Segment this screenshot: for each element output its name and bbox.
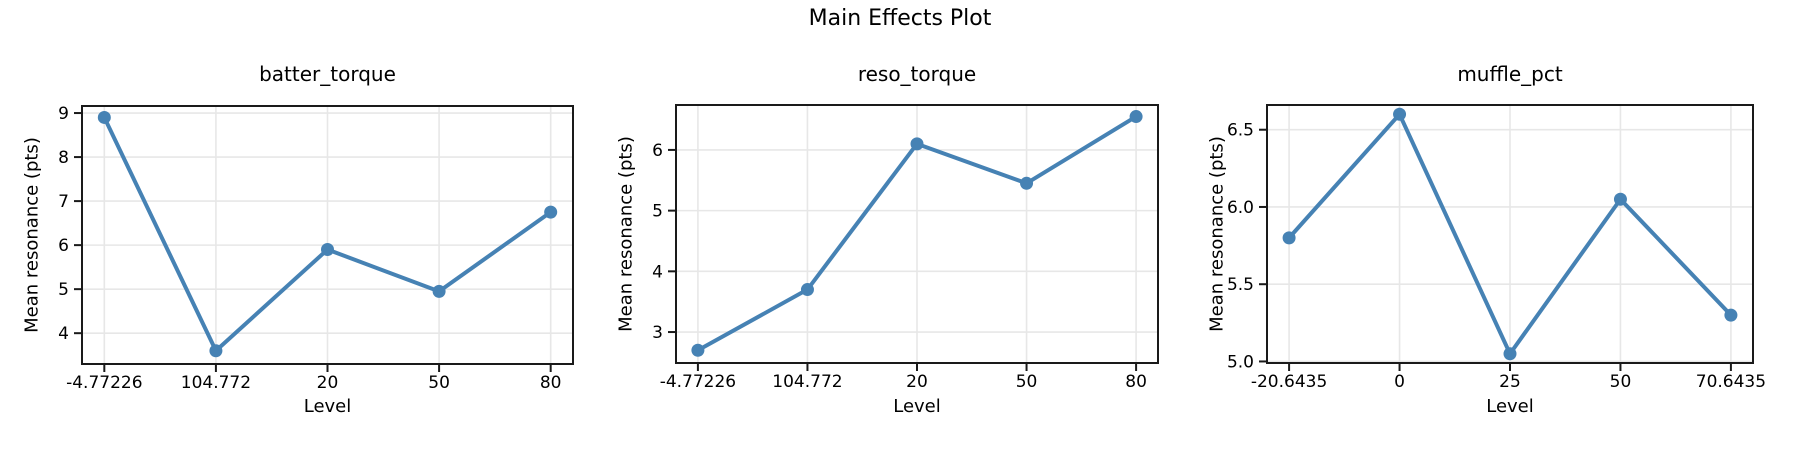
x-tick-label: 20 [317,373,339,393]
figure-title: Main Effects Plot [808,6,992,31]
x-tick-label: 50 [428,373,450,393]
data-point-marker [1613,192,1627,206]
x-tick-label: 20 [906,372,928,392]
data-point-marker [544,205,558,219]
y-tick-label: 6.5 [1227,121,1254,141]
y-tick-label: 4 [58,324,69,344]
panel-title-muffle-pct: muffle_pct [1457,62,1563,86]
y-axis-label: Mean resonance (pts) [1206,136,1228,332]
y-tick-label: 5.5 [1227,275,1254,295]
x-axis-label: Level [893,396,941,417]
data-point-marker [800,283,814,297]
y-axis-label: Mean resonance (pts) [615,136,637,332]
x-tick-label: -4.77226 [66,373,142,393]
data-point-marker [1724,308,1738,322]
x-tick-label: 104.772 [181,373,251,393]
data-point-marker [432,284,446,298]
y-tick-label: 5 [58,280,69,300]
data-point-marker [1020,176,1034,190]
x-tick-label: 104.772 [772,372,842,392]
x-axis-label: Level [303,396,352,417]
y-tick-label: 5.0 [1227,352,1254,372]
panel-title-batter-torque: batter_torque [259,62,396,86]
x-tick-label: 0 [1394,372,1405,392]
data-point-marker [321,243,334,257]
y-tick-label: 4 [652,262,663,282]
data-point-marker [1393,107,1407,121]
y-tick-label: 3 [652,323,663,343]
y-tick-label: 7 [58,192,69,212]
x-tick-label: 50 [1016,372,1038,392]
y-tick-label: 8 [58,148,69,168]
data-point-marker [910,137,924,151]
y-tick-label: 9 [58,104,69,124]
x-tick-label: -4.77226 [660,372,736,392]
data-point-marker [1129,110,1143,124]
x-tick-label: -20.6435 [1251,372,1327,392]
x-tick-label: 80 [1125,372,1147,392]
y-tick-label: 6 [652,141,663,161]
x-tick-label: 80 [540,373,562,393]
data-point-marker [1503,347,1517,361]
panel-title-reso-torque: reso_torque [857,62,977,86]
data-point-marker [1282,231,1296,245]
data-point-marker [209,344,223,358]
y-tick-label: 6 [58,236,69,256]
y-tick-label: 6.0 [1227,198,1254,218]
y-tick-label: 5 [652,202,663,222]
x-tick-label: 25 [1499,372,1521,392]
x-axis-label: Level [1486,396,1534,417]
data-point-marker [97,110,111,124]
x-tick-label: 50 [1610,372,1632,392]
y-axis-label: Mean resonance (pts) [21,137,43,333]
data-point-marker [691,343,705,357]
x-tick-label: 70.6435 [1696,372,1766,392]
